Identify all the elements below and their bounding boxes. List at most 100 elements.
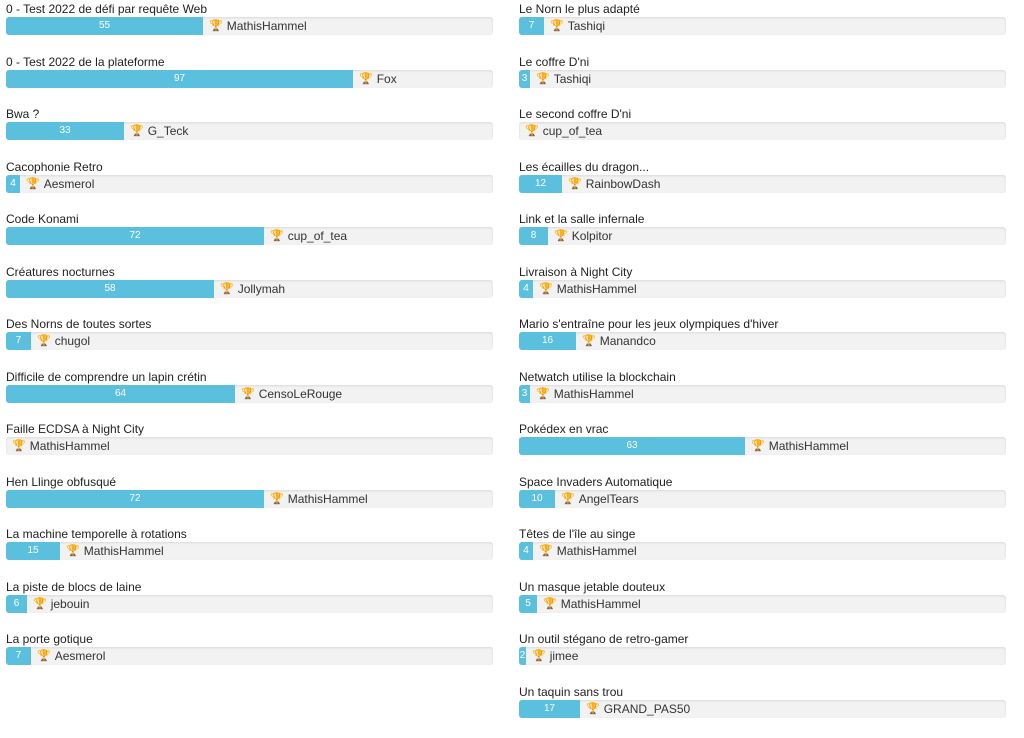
progress-track: 4 🏆 MathisHammel xyxy=(519,542,1006,560)
progress-track: 6 🏆 jebouin xyxy=(6,594,493,613)
winner-name[interactable]: Kolpitor xyxy=(571,229,613,243)
winner-name[interactable]: MathisHammel xyxy=(29,439,110,453)
challenge-item: Code Konami 72 🏆 cup_of_tea xyxy=(6,210,493,263)
progress-track: 🏆 MathisHammel xyxy=(6,437,493,455)
challenge-title[interactable]: Un outil stégano de retro-gamer xyxy=(519,632,689,646)
winner-name[interactable]: Aesmerol xyxy=(54,649,106,663)
challenge-title[interactable]: Pokédex en vrac xyxy=(519,422,609,436)
challenge-item: Le second coffre D'ni 🏆 cup_of_tea xyxy=(519,105,1006,158)
challenge-title[interactable]: Le coffre D'ni xyxy=(519,54,590,69)
progress-bar-fill: 7 xyxy=(519,17,544,35)
winner: 🏆 cup_of_tea xyxy=(525,122,602,140)
winner-name[interactable]: GRAND_PAS50 xyxy=(603,701,691,716)
challenge-title[interactable]: Bwa ? xyxy=(6,107,40,121)
winner-name[interactable]: MathisHammel xyxy=(226,19,307,33)
challenge-title[interactable]: Cacophonie Retro xyxy=(6,159,103,174)
progress-bar-fill: 16 xyxy=(519,332,576,350)
winner: 🏆 MathisHammel xyxy=(270,490,368,508)
progress-bar-fill: 8 xyxy=(519,227,548,245)
trophy-icon: 🏆 xyxy=(33,597,47,610)
trophy-icon: 🏆 xyxy=(554,230,568,242)
winner-name[interactable]: MathisHammel xyxy=(287,491,368,506)
challenge-title[interactable]: Link et la salle infernale xyxy=(519,212,645,226)
trophy-icon: 🏆 xyxy=(543,597,557,610)
trophy-icon: 🏆 xyxy=(539,545,553,557)
challenge-title[interactable]: Les écailles du dragon... xyxy=(519,159,650,174)
challenge-item: Difficile de comprendre un lapin crétin 6… xyxy=(6,368,493,421)
winner-name[interactable]: Tashiqi xyxy=(553,71,592,86)
challenge-title[interactable]: La piste de blocs de laine xyxy=(6,579,142,594)
winner-name[interactable]: MathisHammel xyxy=(556,281,637,296)
progress-bar-fill: 7 xyxy=(6,647,31,665)
challenge-item: Cacophonie Retro 4 🏆 Aesmerol xyxy=(6,158,493,211)
challenge-list-right: Le Norn le plus adapté 7 🏆 Tashiqi Le coffre… xyxy=(519,0,1006,735)
progress-bar-fill: 5 xyxy=(519,594,537,613)
winner-name[interactable]: Fox xyxy=(376,71,397,86)
progress-track: 10 🏆 AngelTears xyxy=(519,489,1006,508)
progress-track: 4 🏆 Aesmerol xyxy=(6,174,493,193)
challenge-item: Créatures nocturnes 58 🏆 Jollymah xyxy=(6,263,493,316)
progress-bar-fill: 7 xyxy=(6,332,31,350)
challenge-title[interactable]: Le Norn le plus adapté xyxy=(519,2,640,16)
winner: 🏆 Jollymah xyxy=(220,280,285,298)
challenge-item: Pokédex en vrac 63 🏆 MathisHammel xyxy=(519,420,1006,473)
progress-bar-fill: 33 xyxy=(6,122,124,140)
challenge-title[interactable]: Un masque jetable douteux xyxy=(519,579,666,594)
challenge-title[interactable]: Difficile de comprendre un lapin crétin xyxy=(6,369,207,384)
winner-name[interactable]: cup_of_tea xyxy=(542,124,603,138)
winner: 🏆 CensoLeRouge xyxy=(241,385,342,403)
challenge-title[interactable]: Livraison à Night City xyxy=(519,264,633,279)
progress-track: 3 🏆 MathisHammel xyxy=(519,384,1006,403)
progress-bar-fill: 64 xyxy=(6,384,235,403)
winner-name[interactable]: chugol xyxy=(54,334,91,348)
challenge-title[interactable]: Créatures nocturnes xyxy=(6,264,115,279)
challenge-title[interactable]: Faille ECDSA à Night City xyxy=(6,422,145,436)
winner: 🏆 MathisHammel xyxy=(751,437,849,455)
winner-name[interactable]: AngelTears xyxy=(578,491,639,506)
challenge-title[interactable]: La porte gotique xyxy=(6,632,93,646)
winner-name[interactable]: MathisHammel xyxy=(553,386,634,401)
challenge-title[interactable]: Netwatch utilise la blockchain xyxy=(519,369,676,384)
challenge-title[interactable]: La machine temporelle à rotations xyxy=(6,527,187,541)
winner-name[interactable]: CensoLeRouge xyxy=(258,386,343,401)
winner-name[interactable]: RainbowDash xyxy=(585,176,661,191)
trophy-icon: 🏆 xyxy=(359,72,373,85)
progress-bar-fill: 4 xyxy=(519,279,533,298)
challenge-title[interactable]: 0 - Test 2022 de défi par requête Web xyxy=(6,2,208,16)
challenge-item: Des Norns de toutes sortes 7 🏆 chugol xyxy=(6,315,493,368)
winner-name[interactable]: G_Teck xyxy=(147,124,189,138)
progress-track: 8 🏆 Kolpitor xyxy=(519,227,1006,245)
challenge-item: La piste de blocs de laine 6 🏆 jebouin xyxy=(6,578,493,631)
winner: 🏆 Aesmerol xyxy=(26,175,94,193)
progress-bar-fill: 6 xyxy=(6,594,27,613)
challenge-title[interactable]: Mario s'entraîne pour les jeux olympique… xyxy=(519,317,779,331)
winner: 🏆 Tashiqi xyxy=(550,17,605,35)
challenge-title[interactable]: Hen Llinge obfusqué xyxy=(6,474,117,489)
winner: 🏆 Manandco xyxy=(582,332,656,350)
challenge-title[interactable]: Code Konami xyxy=(6,212,79,226)
winner-name[interactable]: Aesmerol xyxy=(43,176,95,191)
challenge-item: Link et la salle infernale 8 🏆 Kolpitor xyxy=(519,210,1006,263)
challenge-item: Netwatch utilise la blockchain 3 🏆 MathisHa… xyxy=(519,368,1006,421)
challenge-title[interactable]: 0 - Test 2022 de la plateforme xyxy=(6,54,165,69)
trophy-icon: 🏆 xyxy=(536,387,550,400)
winner-name[interactable]: Tashiqi xyxy=(567,19,606,33)
winner: 🏆 G_Teck xyxy=(130,122,188,140)
winner-name[interactable]: jebouin xyxy=(50,596,90,611)
winner-name[interactable]: jimee xyxy=(549,649,579,663)
challenge-title[interactable]: Un taquin sans trou xyxy=(519,684,624,699)
challenge-title[interactable]: Des Norns de toutes sortes xyxy=(6,317,152,331)
winner-name[interactable]: MathisHammel xyxy=(83,544,164,558)
winner-name[interactable]: Jollymah xyxy=(237,281,286,296)
winner: 🏆 MathisHammel xyxy=(12,437,110,455)
challenge-title[interactable]: Têtes de l'île au singe xyxy=(519,527,636,541)
winner-name[interactable]: MathisHammel xyxy=(768,439,849,453)
challenge-title[interactable]: Space Invaders Automatique xyxy=(519,474,673,489)
trophy-icon: 🏆 xyxy=(66,545,80,557)
progress-bar-fill: 10 xyxy=(519,489,555,508)
winner-name[interactable]: MathisHammel xyxy=(556,544,637,558)
winner-name[interactable]: cup_of_tea xyxy=(287,229,348,243)
challenge-title[interactable]: Le second coffre D'ni xyxy=(519,107,632,121)
winner-name[interactable]: MathisHammel xyxy=(560,596,641,611)
winner-name[interactable]: Manandco xyxy=(599,334,656,348)
